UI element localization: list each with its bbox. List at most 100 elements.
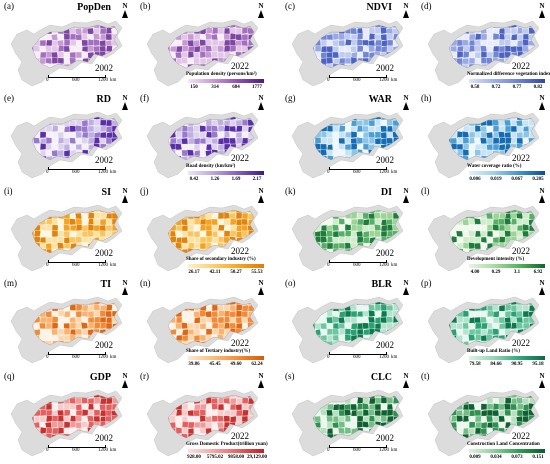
- north-arrow-icon: N: [537, 2, 547, 18]
- panel-label: (m): [4, 278, 17, 288]
- north-label: N: [403, 2, 409, 10]
- legend-title: Population density (persons/km²): [186, 72, 257, 77]
- scale-tick: 1200: [98, 170, 108, 175]
- scale-tick: 0: [46, 78, 49, 83]
- year-label: 2002: [95, 63, 113, 73]
- legend-tick-label: 50.27: [230, 270, 242, 275]
- scale-tick: 600: [353, 263, 361, 268]
- legend-title: Share of secondary industry (%): [186, 257, 256, 262]
- scale-tick: 600: [353, 448, 361, 453]
- legend-color-ramp: [188, 264, 264, 268]
- scale-bar: 0 600 1200 km: [327, 75, 399, 85]
- year-label: 2022: [231, 338, 249, 348]
- scale-tick: 0: [327, 355, 330, 360]
- scale-tick: 0: [327, 448, 330, 453]
- north-arrow-icon: N: [537, 279, 547, 295]
- legend-color-ramp: [469, 264, 545, 268]
- north-arrow-icon: N: [537, 94, 547, 110]
- legend-title: Water coverage ratio (%): [467, 164, 522, 169]
- year-label: 2022: [512, 431, 530, 441]
- legend-tick-label: 928.00: [187, 455, 201, 460]
- choropleth-map: [427, 19, 540, 87]
- north-label: N: [539, 94, 545, 102]
- year-label: 2022: [231, 246, 249, 256]
- year-label: 2002: [95, 155, 113, 165]
- north-label: N: [258, 187, 264, 195]
- legend-tick-label: 29,129.00: [247, 455, 267, 460]
- choropleth-map: [146, 296, 259, 364]
- legend-tick-label: 1777: [252, 85, 262, 90]
- legend-tick-label: 0.77: [512, 85, 522, 90]
- variable-title: RD: [96, 94, 111, 105]
- scale-tick: 0: [327, 170, 330, 175]
- panel-label: (e): [4, 93, 14, 103]
- legend-color-ramp: [188, 356, 264, 360]
- north-arrow-icon: N: [401, 187, 411, 203]
- choropleth-map: [146, 389, 259, 457]
- scale-bar: 0 600 1200 km: [327, 167, 399, 177]
- year-label: 2022: [231, 153, 249, 163]
- scale-tick: 600: [72, 355, 80, 360]
- north-arrow-icon: N: [120, 2, 130, 18]
- scale-bar: 0 600 1200 km: [327, 260, 399, 270]
- north-arrow-icon: N: [537, 372, 547, 388]
- panel-label: (j): [140, 186, 149, 196]
- north-label: N: [122, 187, 128, 195]
- map-panel: (t) N 2022 Construction Land Concentration 0…: [417, 370, 550, 462]
- legend-tick-label: 84.66: [490, 362, 502, 367]
- year-label: 2022: [231, 431, 249, 441]
- map-panel: (i) SI N 2002 0 600 1200 km: [0, 185, 133, 277]
- scale-tick: 0: [46, 355, 49, 360]
- year-label: 2002: [376, 63, 394, 73]
- north-label: N: [258, 372, 264, 380]
- variable-title: NDVI: [366, 2, 392, 13]
- map-panel: (p) N 2022 Built-up Land Ratio (%) 79.58 84.6…: [417, 277, 550, 369]
- legend-title: Share of Tertiary industry(%): [186, 349, 251, 354]
- north-arrow-icon: N: [256, 279, 266, 295]
- legend-tick-label: 0.034: [490, 455, 502, 460]
- map-panel: (o) BLR N 2002 0 600 1200 km: [281, 277, 414, 369]
- map-panel: (g) WAR N 2002 0 600 1200 km: [281, 92, 414, 184]
- choropleth-map: [146, 19, 259, 87]
- panel-label: (k): [285, 186, 296, 196]
- legend-tick-label: 0.205: [532, 177, 544, 182]
- legend-color-ramp: [469, 79, 545, 83]
- choropleth-map: [427, 111, 540, 179]
- legend-tick-label: 9858.00: [227, 455, 245, 460]
- north-arrow-icon: N: [256, 372, 266, 388]
- year-label: 2002: [95, 248, 113, 258]
- north-label: N: [122, 94, 128, 102]
- north-arrow-icon: N: [401, 2, 411, 18]
- panel-label: (d): [421, 1, 432, 11]
- north-label: N: [122, 2, 128, 10]
- scale-tick: km: [110, 355, 117, 360]
- scale-bar: 0 600 1200 km: [46, 167, 118, 177]
- variable-title: PopDen: [77, 2, 111, 13]
- legend-title: Gross Domestic Product(trillion yuan): [186, 442, 268, 447]
- scale-tick: 1200: [379, 355, 389, 360]
- north-label: N: [258, 2, 264, 10]
- panel-label: (i): [4, 186, 13, 196]
- choropleth-map: [427, 296, 540, 364]
- legend-color-ramp: [188, 449, 264, 453]
- choropleth-map: [10, 19, 123, 87]
- year-label: 2002: [376, 248, 394, 258]
- scale-tick: 600: [353, 355, 361, 360]
- variable-title: SI: [101, 187, 111, 198]
- scale-tick: 1200: [98, 448, 108, 453]
- legend-tick-label: 150: [190, 85, 198, 90]
- panel-label: (r): [140, 371, 149, 381]
- north-label: N: [403, 94, 409, 102]
- scale-bar: 0 600 1200 km: [46, 445, 118, 455]
- panel-label: (n): [140, 278, 151, 288]
- scale-tick: km: [391, 355, 398, 360]
- variable-title: TI: [100, 279, 111, 290]
- scale-tick: km: [391, 448, 398, 453]
- scale-tick: km: [110, 170, 117, 175]
- legend-tick-label: 314: [211, 85, 219, 90]
- year-label: 2002: [376, 433, 394, 443]
- legend-tick-label: 42.11: [209, 270, 221, 275]
- north-arrow-icon: N: [120, 279, 130, 295]
- scale-tick: 0: [46, 263, 49, 268]
- legend-tick-label: 95.18: [532, 362, 544, 367]
